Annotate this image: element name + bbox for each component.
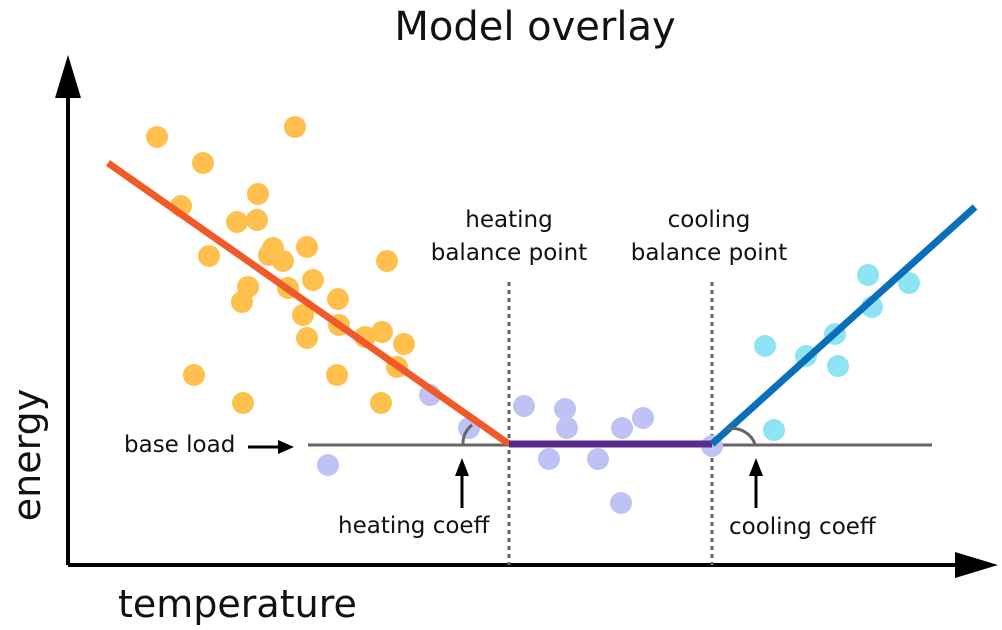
base-load-point (554, 398, 576, 420)
heating-point (370, 392, 392, 414)
heating-point (376, 250, 398, 272)
diagram-title: Model overlay (394, 4, 675, 50)
base-load-point (513, 395, 535, 417)
heating-point (247, 183, 269, 205)
base-load-point (538, 448, 560, 470)
heating-point (192, 152, 214, 174)
heating-point (232, 392, 254, 414)
x-axis-arrowhead-icon (955, 552, 998, 578)
heating-point (272, 250, 294, 272)
base-load-label: base load (124, 432, 235, 458)
base-load-point (611, 417, 633, 439)
heating-balance-label-line1: heating (465, 207, 552, 233)
heating-point (393, 333, 415, 355)
heating-point (292, 304, 314, 326)
heating-point (146, 126, 168, 148)
heating-point (231, 291, 253, 313)
y-axis-arrowhead-icon (55, 55, 81, 98)
heating-point (296, 327, 318, 349)
heating-point (198, 245, 220, 267)
heating-point (183, 364, 205, 386)
heating-point (226, 211, 248, 233)
base-load-arrowhead-icon (278, 440, 294, 454)
heating-point (284, 116, 306, 138)
cooling-point (898, 272, 920, 294)
heating-point (246, 209, 268, 231)
base-load-point (587, 448, 609, 470)
heating-point (326, 364, 348, 386)
heating-point (302, 269, 324, 291)
heating-coeff-arc (461, 423, 473, 445)
cooling-balance-label-line2: balance point (631, 240, 788, 266)
base-load-point (317, 454, 339, 476)
cooling-point (763, 419, 785, 441)
cooling-coeff-label: cooling coeff (729, 514, 877, 540)
y-axis-label: energy (5, 389, 49, 521)
cooling-model-line (709, 204, 978, 447)
cooling-point (827, 355, 849, 377)
heating-coeff-label: heating coeff (338, 513, 491, 539)
x-axis-label: temperature (118, 582, 357, 626)
cooling-point (754, 335, 776, 357)
cooling-coeff-arc (727, 427, 757, 445)
cooling-balance-label-line1: cooling (668, 207, 751, 233)
heating-coeff-arrowhead-icon (455, 458, 469, 476)
cooling-coeff-arrowhead-icon (749, 458, 763, 476)
heating-point (327, 288, 349, 310)
heating-point (296, 236, 318, 258)
heating-model-line (105, 160, 512, 447)
heating-points (146, 116, 415, 414)
base-load-point (556, 417, 578, 439)
cooling-point (857, 264, 879, 286)
heating-balance-label-line2: balance point (431, 240, 588, 266)
base-load-point (610, 492, 632, 514)
base-load-point (632, 407, 654, 429)
heating-point (371, 321, 393, 343)
cooling-points (754, 264, 920, 441)
